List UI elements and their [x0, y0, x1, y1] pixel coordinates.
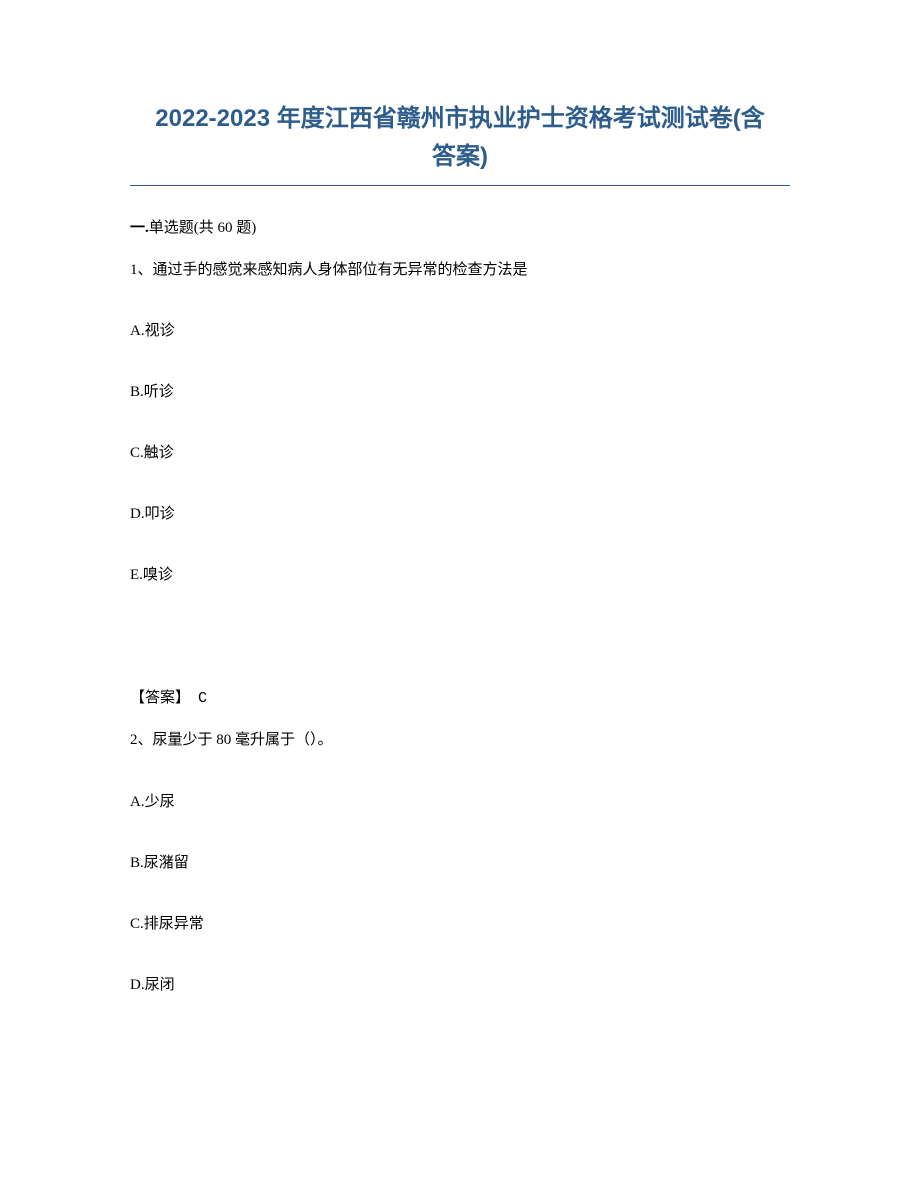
section-prefix: 一.: [130, 220, 149, 236]
option-text: 叩诊: [145, 506, 175, 522]
question-1-text: 1、通过手的感觉来感知病人身体部位有无异常的检查方法是: [130, 259, 790, 282]
question-1-option-c: C.触诊: [130, 441, 790, 462]
question-2-number: 2、: [130, 732, 153, 748]
question-1-body: 通过手的感觉来感知病人身体部位有无异常的检查方法是: [153, 262, 528, 278]
option-key: D.: [130, 506, 145, 522]
section-label: 单选题(共 60 题): [149, 220, 257, 236]
question-2-body: 尿量少于 80 毫升属于（）。: [153, 732, 333, 748]
option-text: 尿闭: [145, 977, 175, 993]
option-text: 少尿: [145, 794, 175, 810]
spacer: [130, 624, 790, 686]
option-text: 尿潴留: [144, 855, 189, 871]
question-1-number: 1、: [130, 262, 153, 278]
option-text: 听诊: [144, 384, 174, 400]
option-key: B.: [130, 855, 144, 871]
option-text: 触诊: [144, 445, 174, 461]
question-1-option-b: B.听诊: [130, 380, 790, 401]
answer-value: C: [198, 690, 207, 707]
question-1-option-d: D.叩诊: [130, 502, 790, 523]
option-text: 排尿异常: [144, 916, 204, 932]
question-2-text: 2、尿量少于 80 毫升属于（）。: [130, 729, 790, 752]
question-1-option-a: A.视诊: [130, 319, 790, 340]
option-key: A.: [130, 794, 145, 810]
option-text: 视诊: [145, 323, 175, 339]
title-line-1: 2022-2023 年度江西省赣州市执业护士资格考试测试卷(含: [130, 100, 790, 138]
option-text: 嗅诊: [143, 567, 173, 583]
question-2-option-b: B.尿潴留: [130, 851, 790, 872]
question-1-option-e: E.嗅诊: [130, 563, 790, 584]
title-line-2: 答案): [130, 138, 790, 176]
option-key: B.: [130, 384, 144, 400]
option-key: D.: [130, 977, 145, 993]
option-key: C.: [130, 445, 144, 461]
document-title-container: 2022-2023 年度江西省赣州市执业护士资格考试测试卷(含 答案): [130, 100, 790, 186]
question-1-answer: 【答案】 C: [130, 686, 790, 707]
section-header: 一.单选题(共 60 题): [130, 216, 790, 237]
answer-label: 【答案】: [130, 690, 190, 706]
option-key: A.: [130, 323, 145, 339]
question-2-option-c: C.排尿异常: [130, 912, 790, 933]
question-2-option-a: A.少尿: [130, 790, 790, 811]
option-key: C.: [130, 916, 144, 932]
option-key: E.: [130, 567, 143, 583]
question-2-option-d: D.尿闭: [130, 973, 790, 994]
